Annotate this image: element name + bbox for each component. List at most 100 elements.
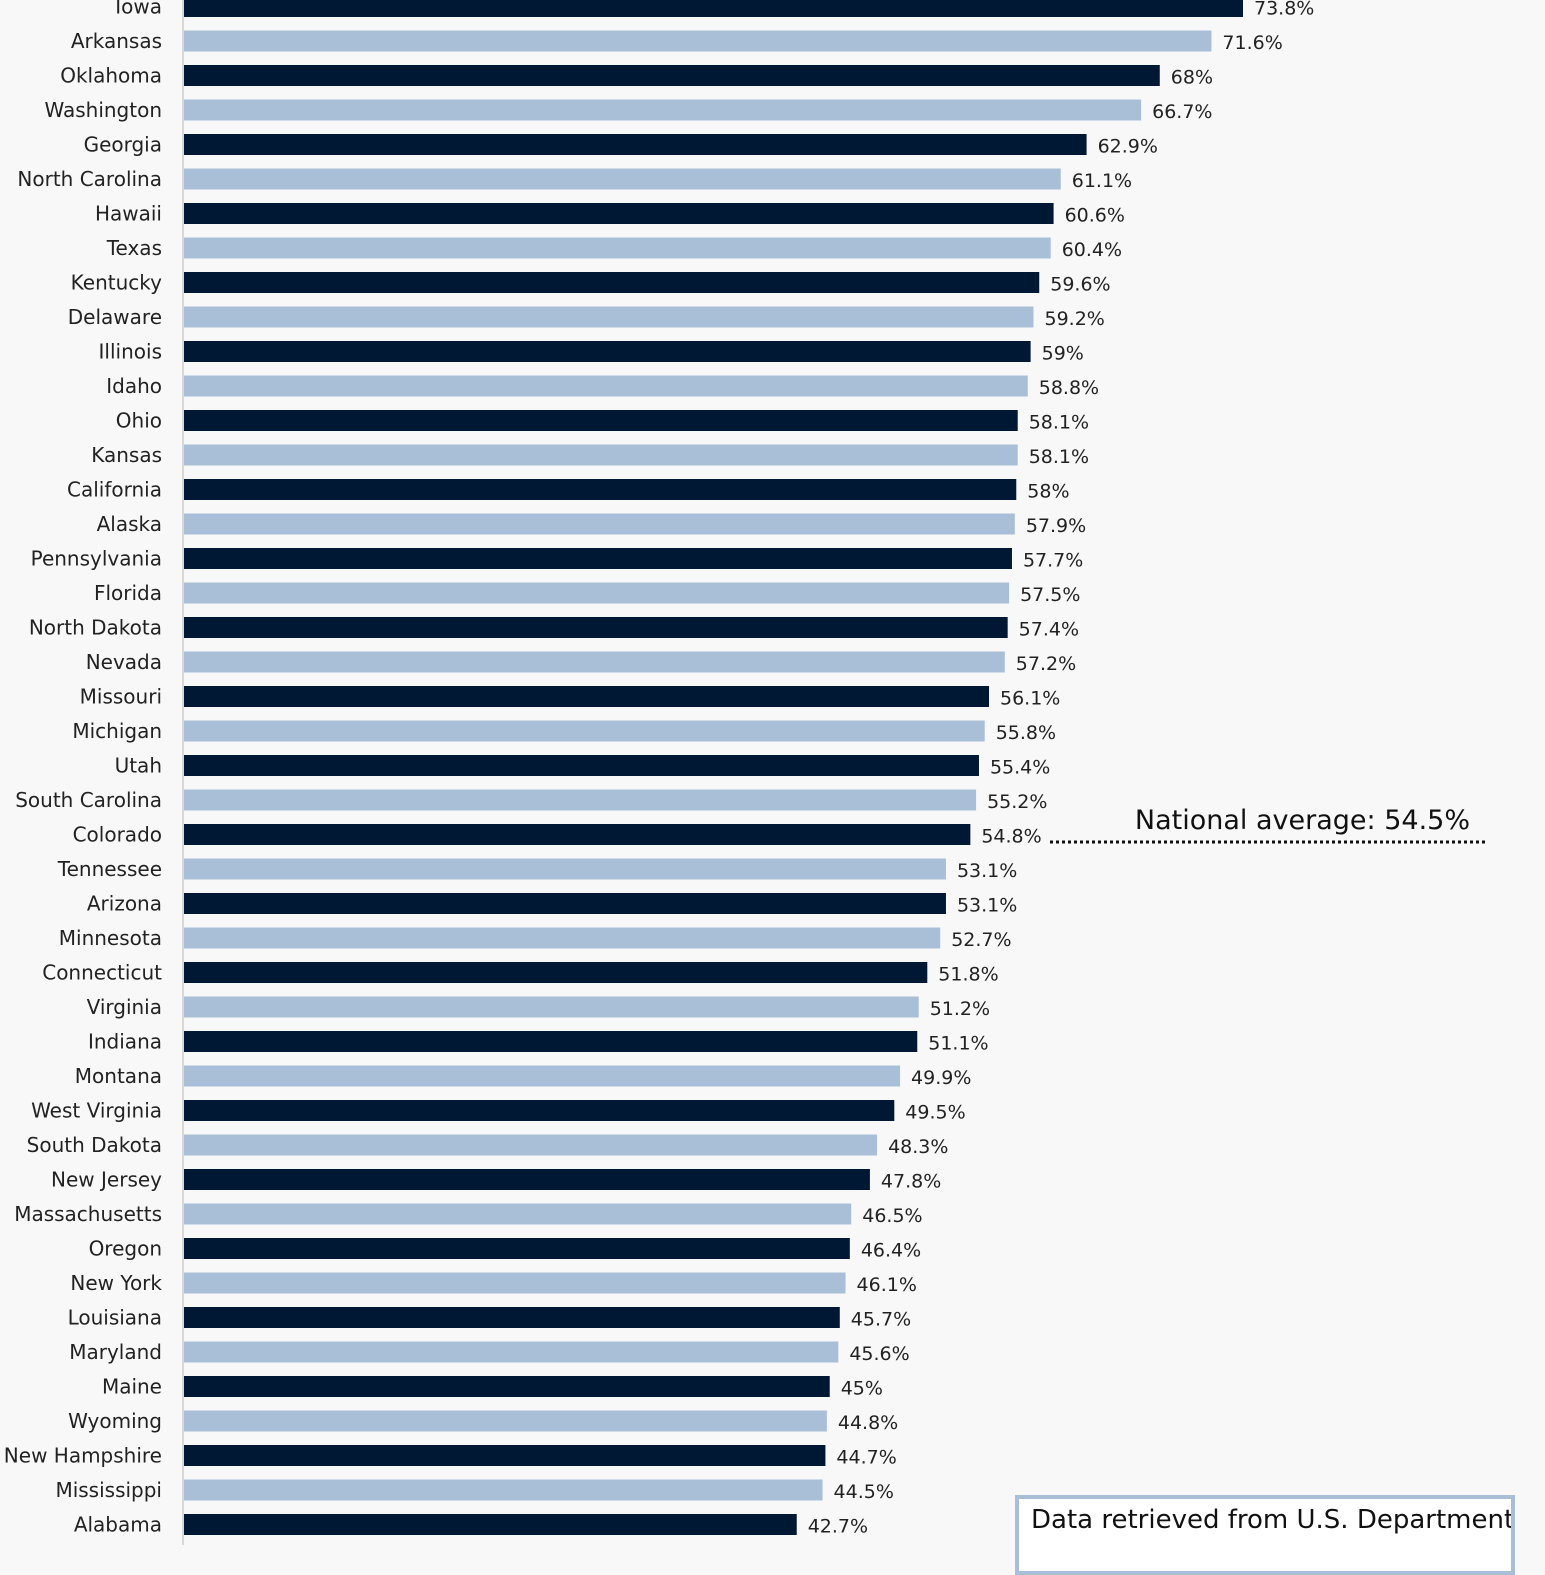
bar-kansas — [184, 444, 1018, 466]
category-label: Louisiana — [68, 1306, 162, 1330]
bar-iowa — [184, 0, 1243, 17]
data-label: 60.4% — [1062, 239, 1122, 261]
bar-new-jersey — [184, 1169, 870, 1190]
category-label: Georgia — [84, 133, 162, 157]
data-label: 45.6% — [849, 1343, 909, 1365]
category-label: Alaska — [97, 512, 162, 536]
category-label: Mississippi — [55, 1478, 162, 1502]
data-label: 58.1% — [1029, 446, 1089, 468]
bar-florida — [184, 582, 1010, 604]
category-label: Utah — [115, 754, 162, 778]
category-label: Arkansas — [71, 29, 162, 53]
data-label: 57.9% — [1026, 515, 1086, 537]
category-label: Florida — [94, 581, 162, 605]
bar-wyoming — [184, 1410, 827, 1432]
data-label: 49.9% — [911, 1067, 971, 1089]
bar-north-dakota — [184, 617, 1008, 638]
source-note: Data retrieved from U.S. Department of — [1015, 1495, 1515, 1575]
data-label: 66.7% — [1152, 101, 1212, 123]
bar-oregon — [184, 1238, 850, 1259]
bar-ohio — [184, 410, 1018, 431]
category-label: Nevada — [86, 650, 162, 674]
bar-missouri — [184, 686, 990, 707]
data-label: 58.1% — [1029, 412, 1089, 434]
bar-tennessee — [184, 858, 946, 880]
bar-montana — [184, 1065, 901, 1087]
data-label: 57.7% — [1023, 550, 1083, 572]
category-label: Oregon — [89, 1237, 162, 1261]
category-label: California — [67, 478, 162, 502]
bar-maryland — [184, 1341, 839, 1363]
bar-georgia — [184, 134, 1087, 155]
category-label: Michigan — [72, 719, 162, 743]
data-label: 53.1% — [957, 895, 1017, 917]
data-label: 59.2% — [1044, 308, 1104, 330]
bar-massachusetts — [184, 1203, 852, 1225]
bar-mississippi — [184, 1479, 823, 1501]
bar-indiana — [184, 1031, 918, 1052]
category-label: Maine — [102, 1375, 162, 1399]
category-label: Washington — [44, 98, 162, 122]
category-label: North Dakota — [29, 616, 162, 640]
data-label: 55.4% — [990, 757, 1050, 779]
bar-nevada — [184, 651, 1005, 673]
category-label: Idaho — [106, 374, 162, 398]
bar-west-virginia — [184, 1100, 895, 1121]
category-label: Kentucky — [71, 271, 162, 295]
category-label: Oklahoma — [60, 64, 162, 88]
bar-north-carolina — [184, 168, 1061, 190]
category-label: Missouri — [80, 685, 162, 709]
category-label: Connecticut — [42, 961, 162, 985]
category-label: Massachusetts — [14, 1202, 162, 1226]
data-label: 57.2% — [1016, 653, 1076, 675]
data-label: 53.1% — [957, 860, 1017, 882]
data-label: 42.7% — [808, 1516, 868, 1538]
bar-california — [184, 479, 1017, 500]
category-label: Illinois — [99, 340, 162, 364]
data-label: 44.7% — [836, 1447, 896, 1469]
national-average-label: National average: 54.5% — [1135, 805, 1470, 836]
bar-idaho — [184, 375, 1028, 397]
data-label: 71.6% — [1222, 32, 1282, 54]
bar-oklahoma — [184, 65, 1160, 86]
bar-new-york — [184, 1272, 846, 1294]
data-label: 55.8% — [996, 722, 1056, 744]
data-label: 60.6% — [1065, 205, 1125, 227]
category-label: New Hampshire — [4, 1444, 162, 1468]
category-label: Maryland — [69, 1340, 162, 1364]
bar-washington — [184, 99, 1142, 121]
bar-utah — [184, 755, 979, 776]
data-label: 57.5% — [1020, 584, 1080, 606]
category-label: Delaware — [68, 305, 162, 329]
category-label: North Carolina — [17, 167, 162, 191]
category-label: Tennessee — [57, 857, 162, 881]
data-label: 49.5% — [905, 1102, 965, 1124]
data-label: 54.8% — [981, 826, 1041, 848]
bar-south-carolina — [184, 789, 977, 811]
data-label: 59.6% — [1050, 274, 1110, 296]
bar-connecticut — [184, 962, 928, 983]
data-label: 51.2% — [930, 998, 990, 1020]
data-label: 59% — [1042, 343, 1084, 365]
bar-kentucky — [184, 272, 1040, 293]
bar-louisiana — [184, 1307, 840, 1328]
data-label: 52.7% — [951, 929, 1011, 951]
category-label: New Jersey — [51, 1168, 162, 1192]
bar-virginia — [184, 996, 919, 1018]
data-label: 57.4% — [1019, 619, 1079, 641]
bar-pennsylvania — [184, 548, 1012, 569]
category-label: Kansas — [91, 443, 162, 467]
data-label: 61.1% — [1072, 170, 1132, 192]
category-label: Colorado — [73, 823, 162, 847]
bar-arizona — [184, 893, 946, 914]
category-label: Virginia — [87, 995, 162, 1019]
category-label: Iowa — [115, 0, 162, 19]
bar-south-dakota — [184, 1134, 878, 1156]
data-label: 45% — [841, 1378, 883, 1400]
bar-maine — [184, 1376, 830, 1397]
category-label: Hawaii — [95, 202, 162, 226]
category-label: South Carolina — [15, 788, 162, 812]
category-label: Pennsylvania — [31, 547, 162, 571]
data-label: 46.5% — [862, 1205, 922, 1227]
